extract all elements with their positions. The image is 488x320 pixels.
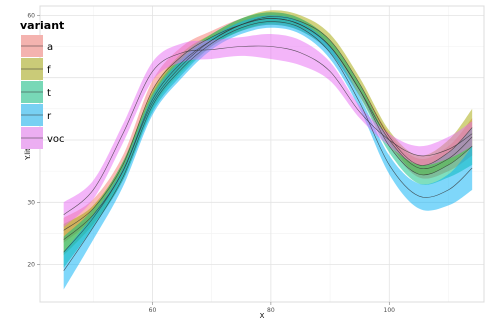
x-tick-label: 100 xyxy=(384,307,396,314)
x-tick-label: 60 xyxy=(149,307,157,314)
legend-title: variant xyxy=(20,19,64,32)
panel-border xyxy=(39,5,485,303)
y-axis-title: Y.lit xyxy=(24,148,32,161)
y-tick-label: 30 xyxy=(27,199,35,206)
legend: variant a f t r voc xyxy=(20,19,65,149)
line-voc xyxy=(63,45,473,215)
band-r xyxy=(63,15,473,290)
legend-label-r: r xyxy=(47,111,52,122)
band-t xyxy=(63,12,473,268)
x-tick-label: 80 xyxy=(267,307,275,314)
y-tick-label: 60 xyxy=(27,12,35,19)
y-tick-label: 20 xyxy=(27,262,35,269)
legend-label-voc: voc xyxy=(47,134,65,145)
legend-label-a: a xyxy=(47,42,53,53)
band-a xyxy=(63,12,473,243)
x-axis-title: X xyxy=(260,312,265,320)
legend-label-t: t xyxy=(47,88,51,99)
line-t xyxy=(63,18,473,253)
line-r xyxy=(63,21,473,272)
legend-label-f: f xyxy=(47,65,51,76)
series-lines xyxy=(63,16,473,272)
